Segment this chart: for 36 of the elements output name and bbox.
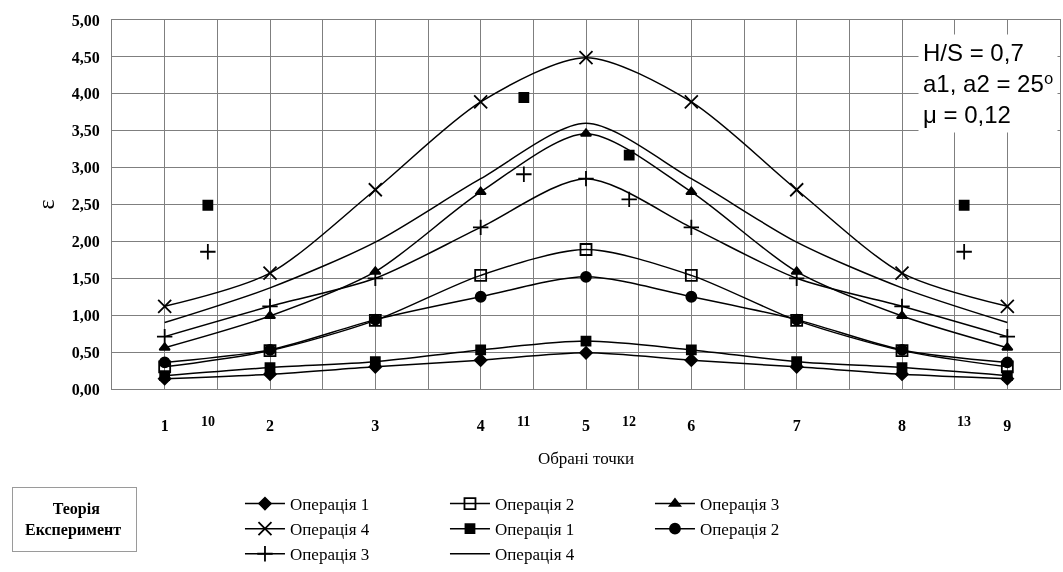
- legend-label: Операція 1: [494, 520, 575, 540]
- y-tick-label: 0,00: [71, 380, 100, 398]
- legend-label: Операція 2: [699, 520, 780, 540]
- x-tick-label: 2: [266, 417, 274, 435]
- y-tick-label: 4,50: [71, 48, 100, 66]
- x-tick-label: 9: [1003, 417, 1012, 435]
- y-tick-label: 1,00: [71, 306, 100, 324]
- y-tick-label: 3,50: [71, 122, 100, 140]
- text: 12: [622, 414, 636, 429]
- legend-label: Операція 4: [494, 545, 575, 565]
- x-tick-label: 8: [898, 417, 906, 435]
- y-tick-label: 5,00: [71, 11, 100, 29]
- y-tick-label: 2,00: [71, 233, 100, 250]
- y-tick-label: 2,50: [71, 196, 100, 214]
- x-tick-label: 1: [160, 417, 169, 435]
- y-axis-title: ε: [32, 199, 59, 210]
- legend-label: Операція 3: [289, 545, 370, 565]
- x-tick-label: 4: [476, 417, 485, 435]
- annotation: H/S = 0,7 a1, a2 = 25⁰ μ = 0,12: [923, 39, 1054, 129]
- x-tick-label: 3: [371, 417, 380, 435]
- legend-label: Операція 1: [289, 495, 370, 515]
- legend-label: Операція 2: [494, 495, 575, 515]
- y-tick-label: 0,50: [71, 343, 100, 361]
- text: Теорія Експеримент: [25, 500, 125, 539]
- y-tick-label: 1,50: [71, 269, 100, 287]
- x-tick-label: 6: [687, 417, 696, 435]
- text: 11: [517, 414, 531, 429]
- y-tick-label: 4,00: [71, 85, 100, 103]
- x-axis-title: Обрані точки: [537, 448, 635, 468]
- y-tick-label: 3,00: [71, 159, 100, 177]
- text: 10: [201, 414, 215, 429]
- text: 13: [957, 414, 971, 429]
- legend-label: Операція 4: [289, 520, 370, 540]
- x-tick-label: 5: [582, 417, 590, 435]
- x-tick-label: 7: [792, 417, 801, 435]
- legend-label: Операція 3: [699, 495, 780, 515]
